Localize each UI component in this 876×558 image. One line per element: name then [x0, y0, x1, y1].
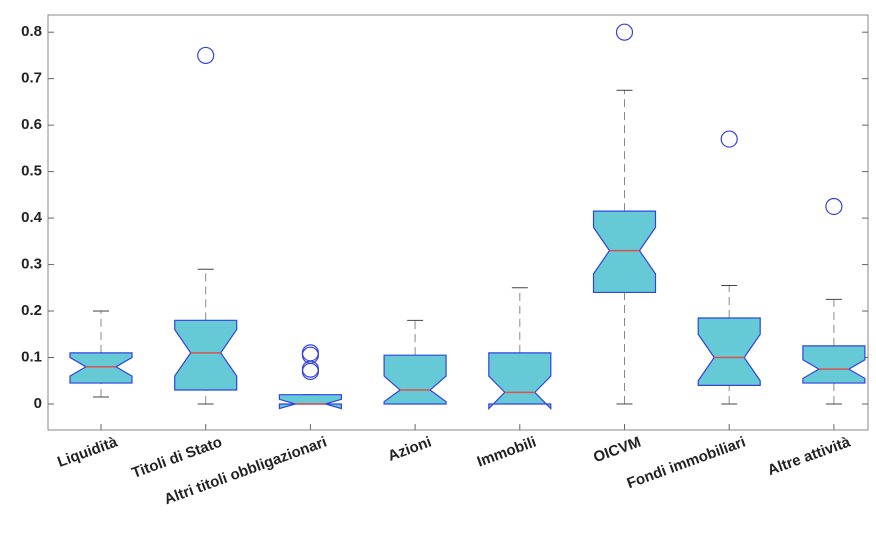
plot-frame [47, 14, 869, 431]
box [592, 210, 657, 294]
y-tick-label: 0.3 [21, 256, 42, 273]
box [69, 352, 133, 384]
x-tick-label: Fondi immobiliari [625, 434, 748, 493]
x-tick-label: Azioni [386, 434, 434, 465]
box [383, 354, 447, 405]
y-tick-label: 0.1 [21, 348, 42, 365]
y-tick-label: 0.2 [21, 302, 42, 319]
x-tick-label: Immobili [475, 434, 539, 471]
box [488, 352, 552, 411]
x-tick-label: OICVM [591, 434, 643, 467]
outlier [720, 130, 738, 148]
x-tick-label: Liquidità [55, 433, 120, 471]
box [697, 317, 761, 386]
y-tick-label: 0.4 [21, 209, 43, 226]
outlier [301, 344, 319, 362]
y-tick-label: 0.8 [21, 23, 42, 40]
box [174, 319, 238, 391]
outlier [825, 197, 843, 216]
box [802, 345, 866, 384]
outlier [615, 23, 634, 41]
y-tick-label: 0.6 [21, 116, 42, 133]
y-tick-label: 0.5 [21, 163, 42, 180]
y-tick-label: 0.7 [21, 70, 42, 87]
y-tick-label: 0 [34, 395, 42, 412]
outlier [197, 46, 215, 65]
x-tick-label: Altre attività [765, 433, 853, 479]
box [278, 394, 342, 410]
